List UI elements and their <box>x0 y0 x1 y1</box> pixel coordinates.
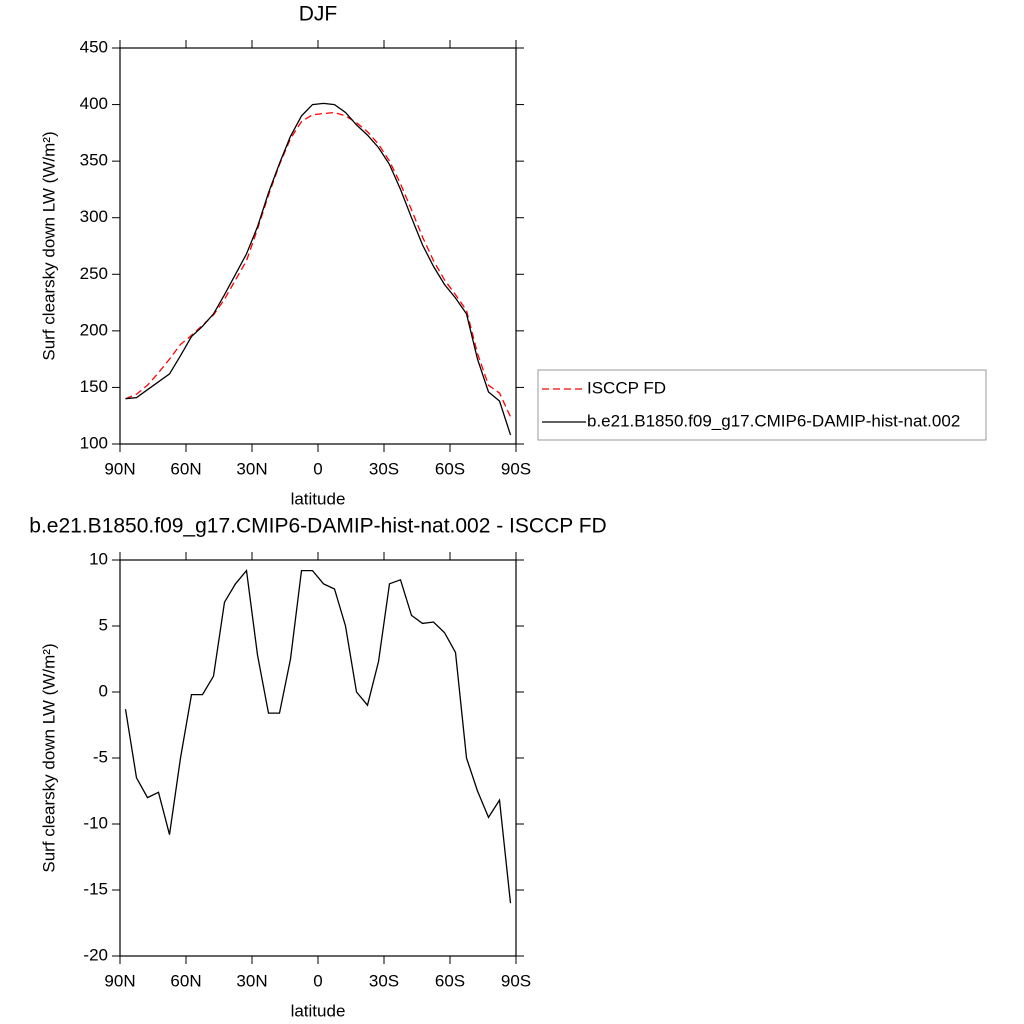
y-tick-label: 200 <box>80 320 108 339</box>
x-tick-label: 90S <box>501 459 531 478</box>
y-tick-label: 300 <box>80 207 108 226</box>
x-tick-label: 60S <box>435 459 465 478</box>
y-tick-label: -10 <box>83 813 108 832</box>
y-tick-label: 400 <box>80 94 108 113</box>
y-tick-label: 0 <box>99 681 108 700</box>
y-tick-label: 10 <box>89 549 108 568</box>
legend-label: ISCCP FD <box>587 378 666 397</box>
y-axis-label: Surf clearsky down LW (W/m²) <box>39 643 58 872</box>
y-tick-label: 250 <box>80 264 108 283</box>
y-tick-label: 150 <box>80 377 108 396</box>
x-tick-label: 90S <box>501 971 531 990</box>
y-tick-label: 5 <box>99 615 108 634</box>
x-tick-label: 30S <box>369 971 399 990</box>
plot-frame <box>119 559 517 957</box>
data-line <box>125 111 512 418</box>
x-tick-label: 60N <box>170 971 201 990</box>
y-tick-label: 450 <box>80 37 108 56</box>
y-tick-label: -15 <box>83 879 108 898</box>
x-tick-label: 30S <box>369 459 399 478</box>
x-tick-label: 60N <box>170 459 201 478</box>
data-line <box>124 569 512 904</box>
y-tick-label: 100 <box>80 433 108 452</box>
x-tick-label: 0 <box>313 459 322 478</box>
x-axis-label: latitude <box>291 1001 346 1020</box>
x-axis-label: latitude <box>291 489 346 508</box>
x-tick-label: 30N <box>236 971 267 990</box>
x-tick-label: 90N <box>104 459 135 478</box>
y-tick-label: -5 <box>93 747 108 766</box>
legend-box <box>537 369 987 441</box>
x-tick-label: 30N <box>236 459 267 478</box>
plot-frame <box>119 47 517 445</box>
chart-title: b.e21.B1850.f09_g17.CMIP6-DAMIP-hist-nat… <box>29 515 606 538</box>
chart-title: DJF <box>299 3 338 26</box>
y-tick-label: 350 <box>80 151 108 170</box>
x-tick-label: 0 <box>313 971 322 990</box>
x-tick-label: 60S <box>435 971 465 990</box>
y-axis-label: Surf clearsky down LW (W/m²) <box>39 131 58 360</box>
data-line <box>125 102 512 436</box>
x-tick-label: 90N <box>104 971 135 990</box>
legend-label: b.e21.B1850.f09_g17.CMIP6-DAMIP-hist-nat… <box>587 411 960 430</box>
y-tick-label: -20 <box>83 945 108 964</box>
